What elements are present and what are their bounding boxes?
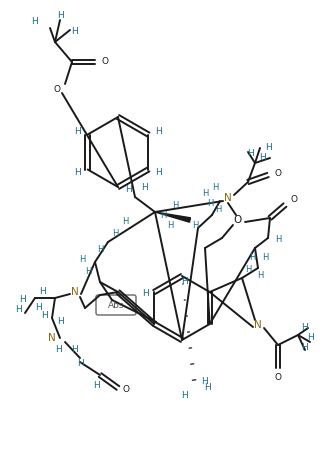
Text: O: O	[101, 58, 109, 66]
Text: O: O	[291, 196, 297, 205]
Text: O: O	[275, 168, 281, 177]
FancyBboxPatch shape	[96, 295, 136, 315]
Text: H: H	[57, 317, 63, 327]
Text: H: H	[306, 334, 313, 343]
Text: H: H	[155, 168, 162, 177]
Text: H: H	[15, 306, 21, 314]
Text: H: H	[207, 199, 213, 209]
Text: H: H	[112, 228, 118, 237]
Text: N: N	[48, 333, 56, 343]
Text: H: H	[204, 383, 211, 393]
Text: H: H	[262, 254, 268, 263]
Text: N: N	[254, 320, 262, 330]
Text: H: H	[93, 381, 99, 390]
Text: H: H	[202, 189, 208, 197]
Text: H: H	[19, 295, 25, 305]
Text: H: H	[245, 265, 251, 275]
Text: H: H	[122, 218, 128, 227]
Text: H: H	[71, 345, 77, 354]
Text: H: H	[35, 304, 41, 313]
Text: H: H	[302, 322, 308, 331]
Text: H: H	[55, 345, 61, 354]
Text: H: H	[265, 142, 271, 152]
Text: H: H	[32, 17, 38, 27]
Text: N: N	[71, 287, 79, 297]
Text: O: O	[234, 215, 242, 225]
Text: H: H	[160, 211, 166, 219]
Text: H: H	[97, 246, 103, 255]
Text: H: H	[39, 287, 46, 297]
Text: H: H	[79, 256, 85, 264]
Text: H: H	[302, 344, 308, 352]
Text: H: H	[257, 271, 263, 279]
Text: N: N	[224, 193, 232, 203]
Text: H: H	[212, 183, 218, 191]
Text: H: H	[215, 205, 221, 214]
Text: H: H	[247, 148, 254, 158]
Text: H: H	[74, 127, 81, 136]
Text: Abs: Abs	[108, 300, 124, 309]
Text: H: H	[142, 290, 149, 299]
Text: H: H	[181, 277, 188, 285]
Text: H: H	[85, 268, 91, 277]
Text: H: H	[155, 127, 162, 136]
Polygon shape	[155, 212, 190, 222]
Text: O: O	[123, 386, 129, 395]
Text: H: H	[41, 312, 47, 321]
Text: O: O	[54, 86, 60, 95]
Text: H: H	[74, 168, 81, 177]
Text: H: H	[260, 154, 266, 162]
Text: H: H	[182, 390, 188, 400]
Text: H: H	[202, 378, 208, 387]
Text: H: H	[72, 28, 78, 37]
Text: H: H	[192, 220, 198, 229]
Text: H: H	[77, 359, 84, 368]
Text: H: H	[142, 183, 149, 192]
Text: H: H	[167, 220, 173, 229]
Text: H: H	[124, 185, 131, 195]
Text: O: O	[275, 373, 281, 381]
Text: H: H	[275, 235, 281, 244]
Text: H: H	[249, 254, 255, 263]
Text: H: H	[172, 200, 178, 210]
Text: H: H	[57, 10, 63, 20]
